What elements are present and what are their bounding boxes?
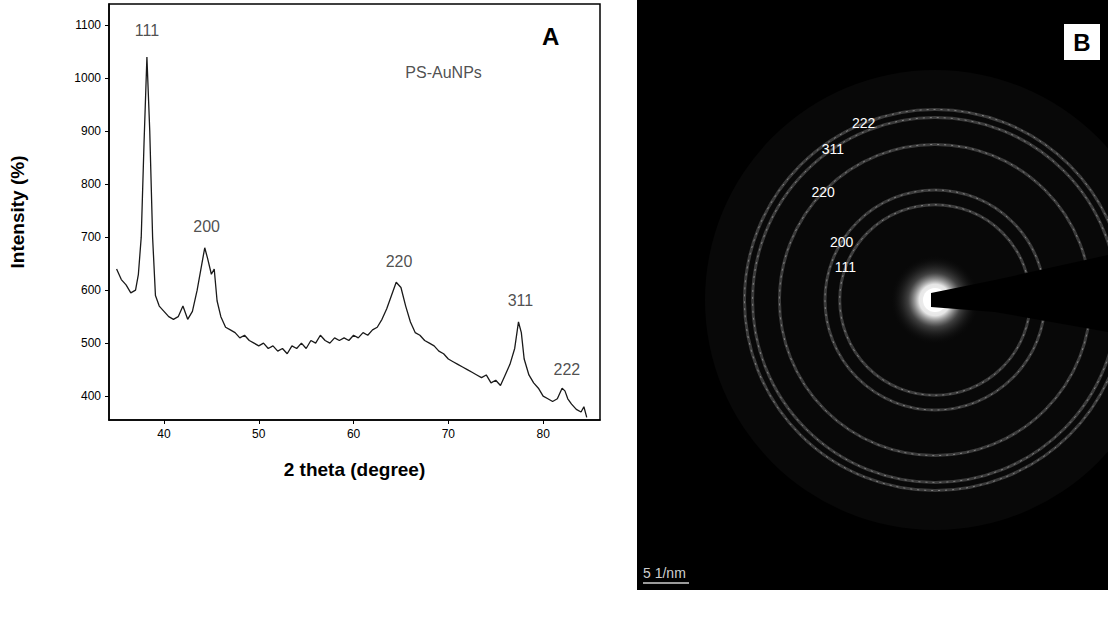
svg-text:111: 111: [135, 22, 159, 39]
svg-text:222: 222: [553, 361, 580, 378]
svg-text:200: 200: [830, 234, 854, 250]
svg-text:1000: 1000: [74, 71, 101, 85]
svg-text:80: 80: [536, 427, 550, 441]
svg-text:700: 700: [81, 230, 101, 244]
svg-text:200: 200: [193, 218, 220, 235]
svg-text:311: 311: [508, 292, 534, 309]
svg-text:220: 220: [811, 184, 835, 200]
svg-text:900: 900: [81, 124, 101, 138]
svg-text:1100: 1100: [75, 18, 101, 32]
svg-text:60: 60: [347, 427, 361, 441]
svg-text:500: 500: [81, 336, 101, 350]
svg-text:800: 800: [81, 177, 101, 191]
svg-text:400: 400: [81, 389, 101, 403]
svg-text:222: 222: [852, 115, 876, 131]
svg-text:PS-AuNPs: PS-AuNPs: [405, 64, 481, 81]
svg-text:220: 220: [386, 253, 413, 270]
svg-text:600: 600: [81, 283, 101, 297]
svg-text:2 theta (degree): 2 theta (degree): [284, 459, 425, 480]
svg-text:40: 40: [157, 427, 171, 441]
svg-text:A: A: [542, 23, 559, 50]
svg-text:Intensity (%): Intensity (%): [7, 156, 28, 269]
svg-text:50: 50: [252, 427, 266, 441]
svg-text:311: 311: [822, 141, 845, 157]
svg-text:111: 111: [835, 259, 856, 275]
svg-text:70: 70: [442, 427, 456, 441]
svg-text:5 1/nm: 5 1/nm: [643, 565, 686, 581]
svg-text:B: B: [1073, 29, 1090, 56]
